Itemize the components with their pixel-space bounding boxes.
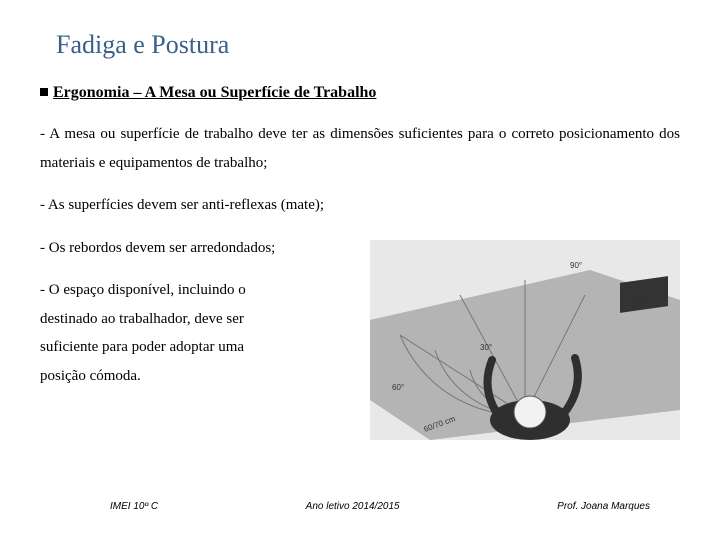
bullet-square-icon (40, 88, 48, 96)
paragraph-4-line3: suficiente para poder adoptar uma (40, 333, 340, 362)
label-angle-low: 60° (392, 383, 404, 392)
paragraph-2: - As superfícies devem ser anti-reflexas… (40, 191, 680, 220)
paragraph-4-line1: - O espaço disponível, incluindo o (40, 276, 340, 305)
section-heading: Ergonomia – A Mesa ou Superfície de Trab… (40, 84, 680, 102)
paragraph-4-line2: destinado ao trabalhador, deve ser (40, 305, 340, 334)
paragraph-4: - O espaço disponível, incluindo o desti… (40, 276, 340, 390)
paragraph-1: - A mesa ou superfície de trabalho deve … (40, 120, 680, 177)
footer-left: IMEI 10º C (110, 501, 158, 512)
label-angle-mid: 30° (480, 343, 492, 352)
ergonomics-diagram: 90° 30° 60° 15 cm 60/70 cm (370, 240, 680, 440)
slide: Fadiga e Postura Ergonomia – A Mesa ou S… (0, 0, 720, 540)
footer-center: Ano letivo 2014/2015 (306, 501, 400, 512)
paragraph-4-line4: posição cómoda. (40, 362, 340, 391)
slide-title: Fadiga e Postura (56, 30, 680, 60)
label-angle-top: 90° (570, 261, 582, 270)
person-head (514, 396, 546, 428)
diagram-svg: 90° 30° 60° 15 cm 60/70 cm (370, 240, 680, 440)
footer: IMEI 10º C Ano letivo 2014/2015 Prof. Jo… (0, 501, 720, 512)
footer-right: Prof. Joana Marques (557, 501, 650, 512)
section-label: Ergonomia – A Mesa ou Superfície de Trab… (53, 84, 376, 101)
